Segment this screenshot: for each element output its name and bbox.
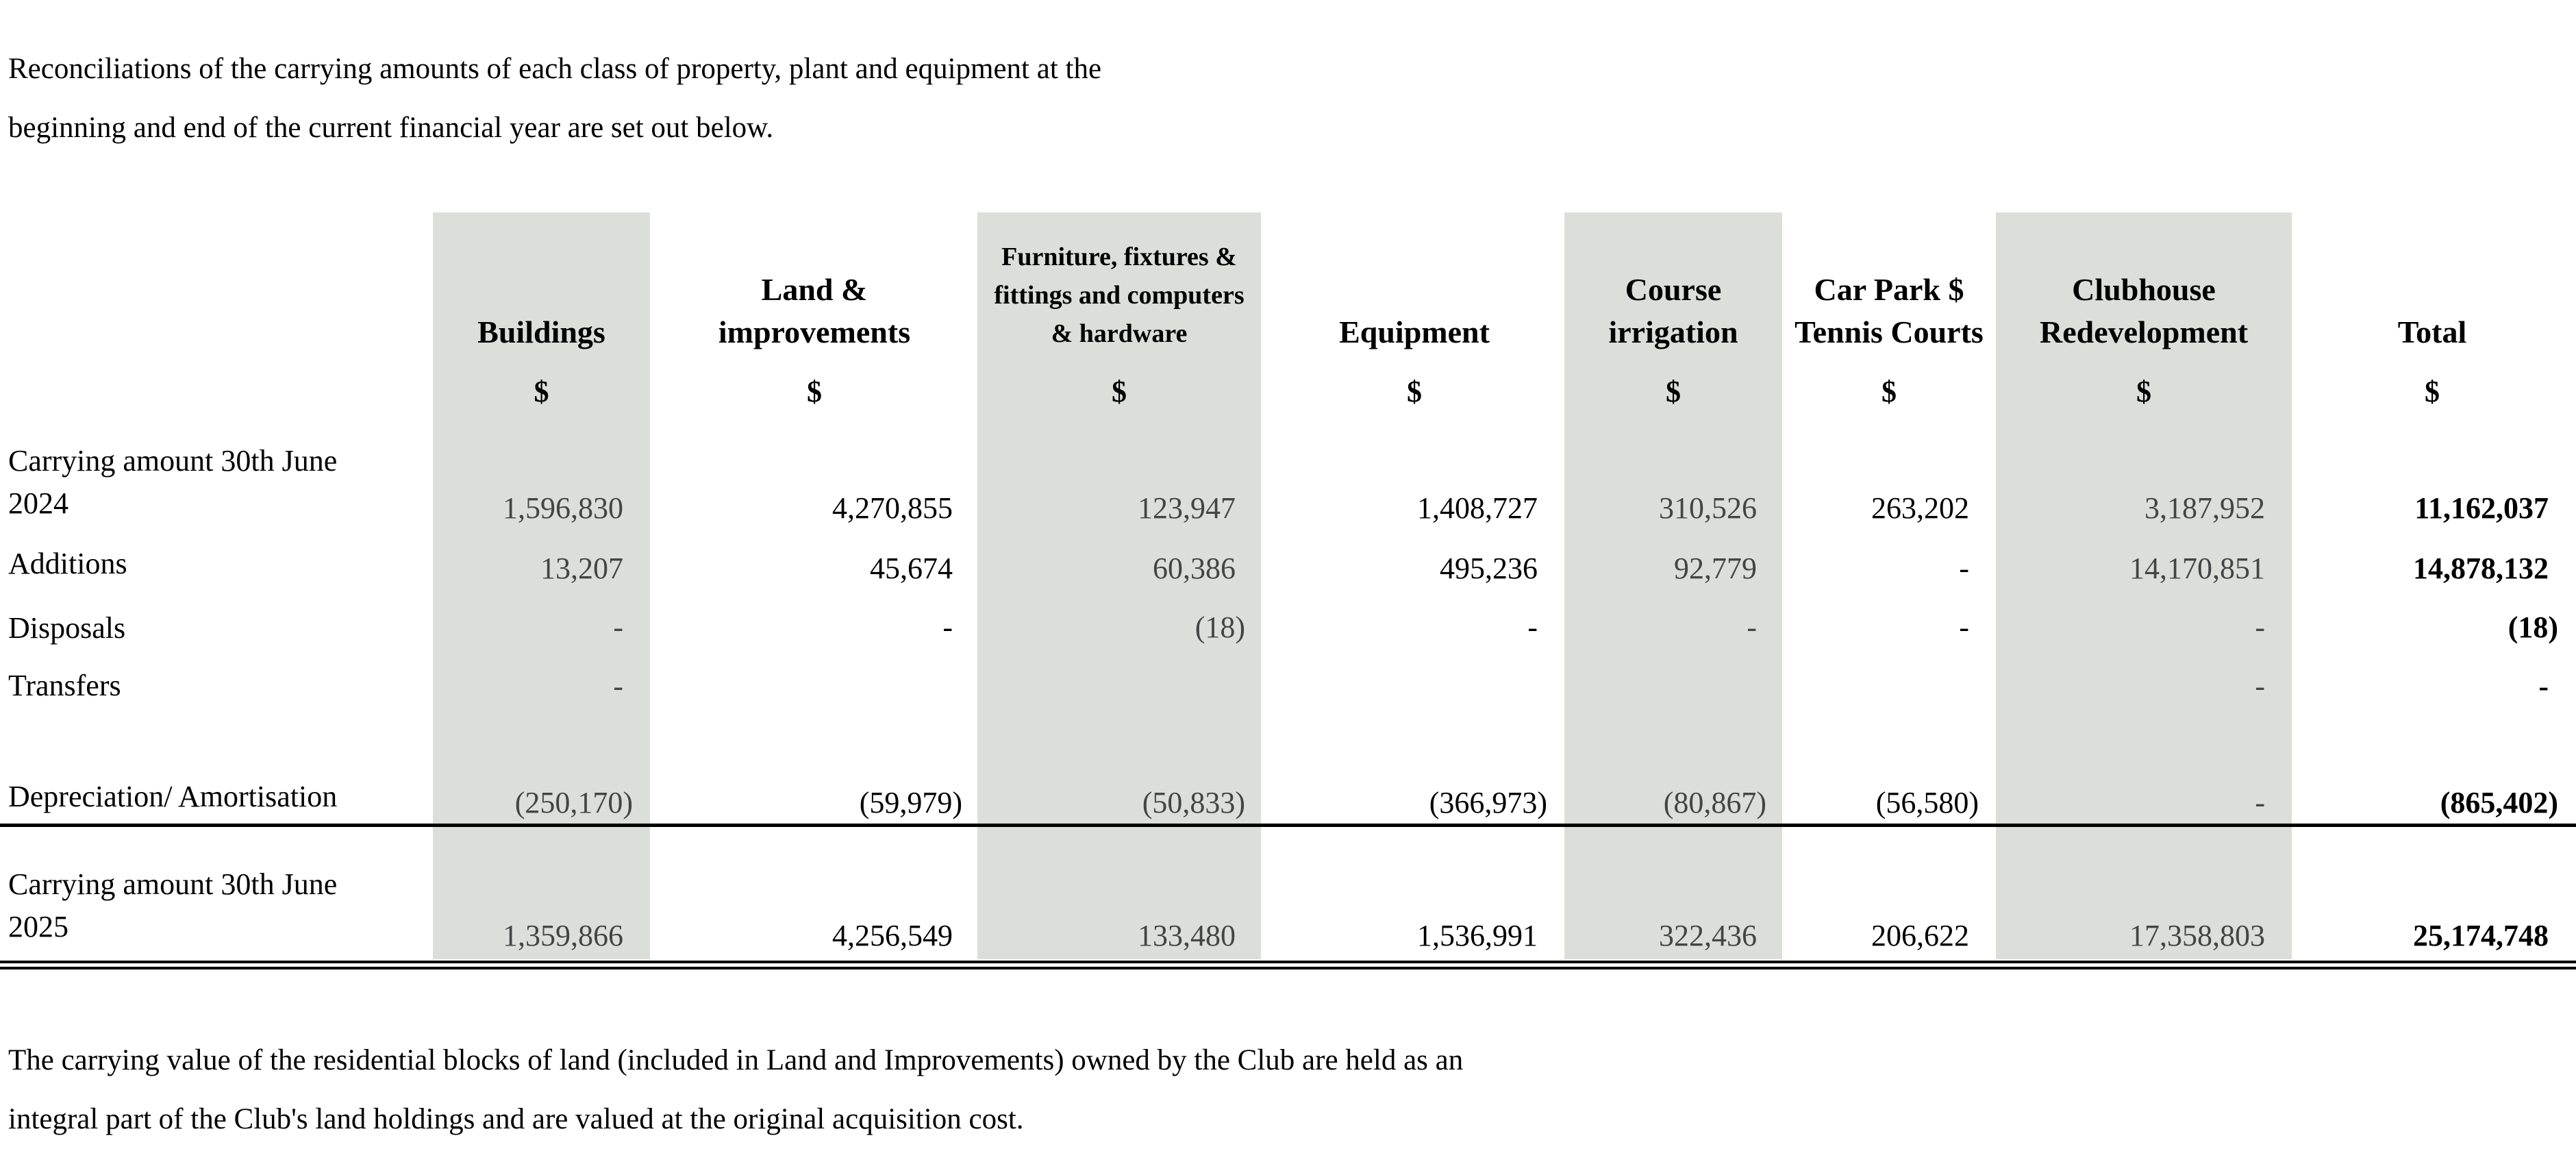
footnote-line-1: The carrying value of the residential bl…: [8, 1044, 1464, 1076]
table-cell: 17,358,803: [2129, 919, 2265, 952]
clubhouse-column-shading: [1996, 212, 2292, 959]
unit-total: $: [2425, 375, 2440, 408]
table-cell: 310,526: [1659, 491, 1757, 525]
table-cell: -: [2255, 786, 2265, 819]
table-cell: -: [1527, 610, 1538, 644]
table-cell: 322,436: [1659, 919, 1757, 952]
header-total: Total: [2397, 314, 2467, 349]
table-cell: (366,973): [1429, 786, 1547, 819]
header-equipment: Equipment: [1339, 314, 1490, 349]
table-cell: 60,386: [1153, 552, 1236, 585]
row-label-additions: Additions: [8, 547, 127, 580]
total-double-rule-bottom: [0, 967, 2576, 969]
table-cell: 4,270,855: [832, 491, 953, 525]
total-double-rule-top: [0, 961, 2576, 963]
subtotal-rule: [0, 824, 2576, 827]
intro-line-1: Reconciliations of the carrying amounts …: [8, 53, 1102, 85]
unit-land: $: [807, 375, 822, 408]
footnote-paragraph: The carrying value of the residential bl…: [8, 1031, 1463, 1149]
table-cell: 14,170,851: [2129, 552, 2265, 585]
header-furniture-fixtures: Furniture, fixtures & fittings and compu…: [994, 243, 1245, 348]
buildings-column-shading: [433, 212, 650, 959]
row-label-depreciation: Depreciation/ Amortisation: [8, 780, 338, 813]
table-cell: (50,833): [1142, 786, 1245, 819]
header-course-irrigation: Course irrigation: [1608, 272, 1738, 349]
row-label-disposals: Disposals: [8, 611, 126, 645]
table-cell: (56,580): [1875, 786, 1979, 819]
table-cell-total: 14,878,132: [2413, 552, 2549, 585]
unit-course: $: [1666, 375, 1681, 408]
table-cell: -: [1747, 610, 1757, 644]
table-cell: 45,674: [870, 552, 953, 585]
intro-paragraph: Reconciliations of the carrying amounts …: [8, 40, 1101, 158]
unit-furniture: $: [1112, 375, 1127, 408]
table-cell: (18): [1195, 610, 1245, 644]
table-cell-total: 25,174,748: [2413, 919, 2549, 952]
course-irrigation-column-shading: [1564, 212, 1782, 959]
table-cell: -: [613, 610, 623, 644]
intro-line-2: beginning and end of the current financi…: [8, 112, 774, 144]
table-cell: (80,867): [1663, 786, 1766, 819]
table-cell: 495,236: [1440, 552, 1538, 585]
table-cell: 206,622: [1871, 919, 1969, 952]
table-cell: -: [613, 669, 623, 703]
header-buildings: Buildings: [477, 314, 605, 349]
table-cell: 1,536,991: [1417, 919, 1538, 952]
table-cell-total: 11,162,037: [2414, 491, 2549, 525]
table-cell: 1,359,866: [503, 919, 623, 952]
table-cell: -: [2255, 669, 2265, 703]
table-cell: -: [1959, 552, 1969, 585]
table-cell: 13,207: [540, 552, 623, 585]
header-car-park-tennis: Car Park $ Tennis Courts: [1795, 272, 1984, 349]
table-cell: 92,779: [1674, 552, 1757, 585]
table-cell: -: [2255, 610, 2265, 644]
table-cell-total: (865,402): [2440, 786, 2558, 819]
header-land-improvements: Land & improvements: [718, 272, 911, 349]
unit-buildings: $: [534, 375, 549, 408]
row-label-opening: Carrying amount 30th June 2024: [8, 444, 338, 520]
table-cell: 1,408,727: [1417, 491, 1538, 525]
footnote-line-2: integral part of the Club's land holding…: [8, 1103, 1024, 1135]
table-cell: 3,187,952: [2144, 491, 2265, 525]
row-label-transfers: Transfers: [8, 669, 121, 702]
furniture-column-shading: [977, 212, 1261, 959]
table-cell: (59,979): [859, 786, 962, 819]
table-cell-total: -: [2538, 669, 2549, 703]
table-cell: -: [942, 610, 953, 644]
table-cell: 4,256,549: [832, 919, 953, 952]
table-cell: 1,596,830: [503, 491, 623, 525]
unit-equipment: $: [1407, 375, 1422, 408]
header-clubhouse-redevelopment: Clubhouse Redevelopment: [2039, 272, 2249, 349]
table-cell: 263,202: [1871, 491, 1969, 525]
table-cell: (250,170): [514, 786, 633, 819]
row-label-closing: Carrying amount 30th June 2025: [8, 867, 338, 943]
table-cell: -: [1959, 610, 1969, 644]
table-cell: 133,480: [1138, 919, 1236, 952]
unit-clubhouse: $: [2136, 375, 2151, 408]
table-cell: 123,947: [1138, 491, 1236, 525]
unit-carpark: $: [1881, 375, 1897, 408]
table-cell-total: (18): [2508, 610, 2558, 644]
